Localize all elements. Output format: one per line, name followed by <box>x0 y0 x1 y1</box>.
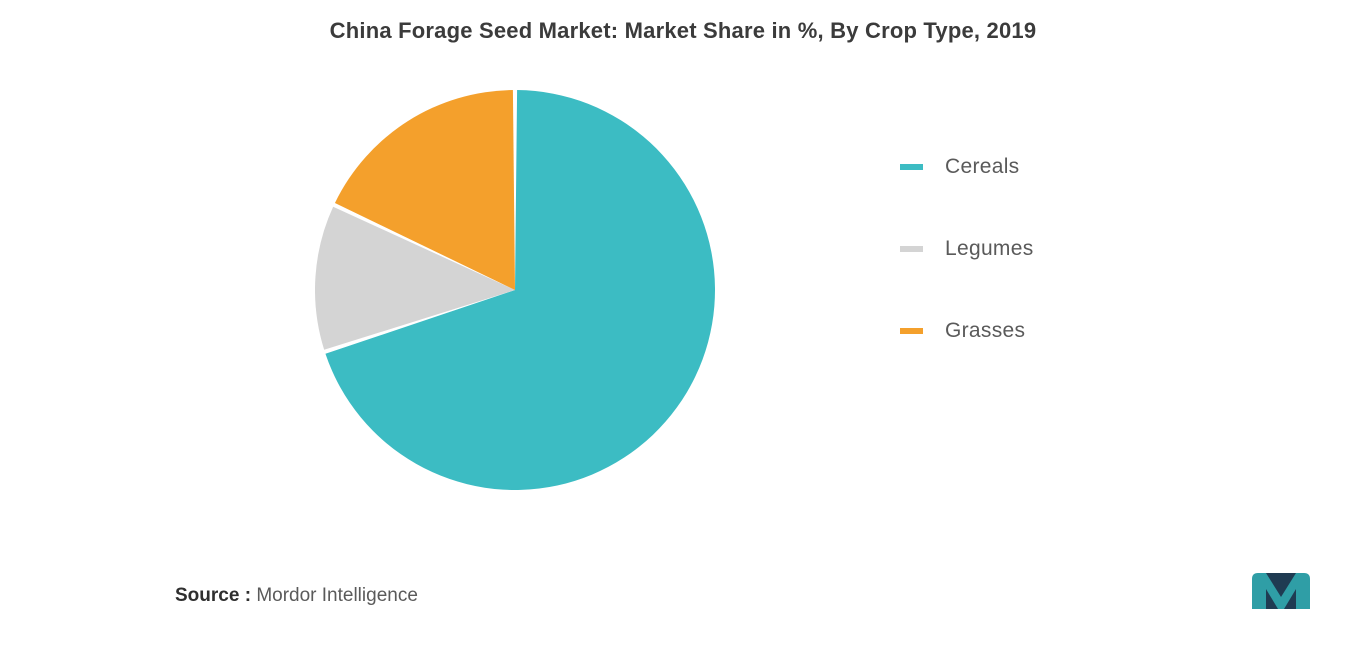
pie-svg <box>315 90 715 490</box>
legend-label: Legumes <box>945 237 1034 261</box>
legend-label: Cereals <box>945 155 1019 179</box>
legend-swatch <box>900 328 923 334</box>
source-label: Source : <box>175 585 251 606</box>
source-line: Source : Mordor Intelligence <box>175 585 418 607</box>
legend-item-grasses: Grasses <box>900 319 1034 343</box>
legend-item-legumes: Legumes <box>900 237 1034 261</box>
legend-swatch <box>900 164 923 170</box>
legend-item-cereals: Cereals <box>900 155 1034 179</box>
legend-label: Grasses <box>945 319 1025 343</box>
chart-title: China Forage Seed Market: Market Share i… <box>0 18 1366 44</box>
pie-chart <box>315 90 715 490</box>
brand-logo <box>1246 567 1316 615</box>
legend-swatch <box>900 246 923 252</box>
legend: Cereals Legumes Grasses <box>900 155 1034 343</box>
source-value: Mordor Intelligence <box>256 585 418 606</box>
chart-canvas: China Forage Seed Market: Market Share i… <box>0 0 1366 655</box>
